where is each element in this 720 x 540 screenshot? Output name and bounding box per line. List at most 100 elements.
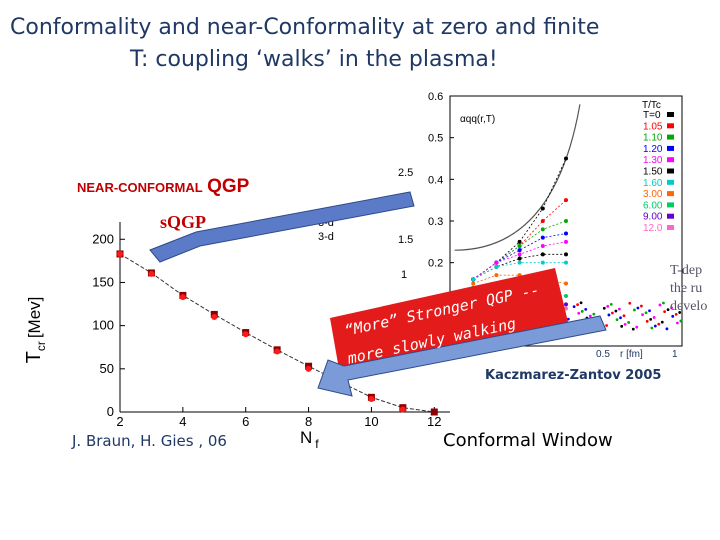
speckle-point [662,301,665,305]
legend-label: 1.10 [643,133,663,144]
speckle-point [572,305,576,309]
speckle-point [576,303,579,307]
right-y-tick-label: 0.4 [428,174,443,186]
legend-label: 1.05 [643,121,663,132]
speckle-point [606,304,610,308]
speckle-point [663,310,666,314]
speckle-point [645,319,649,323]
arrows [149,191,607,397]
fragment-1: 1 [401,269,407,281]
fragment-1-5: 1.5 [398,234,413,246]
right-plot-function: αqq(r,T) [460,114,495,125]
speckle-point [666,308,670,312]
left-x-tick-label: 12 [427,414,441,429]
right-series-point [564,302,568,307]
legend-swatch [667,225,674,230]
left-point-square [430,408,438,416]
right-series-point [471,277,476,282]
near-conformal-label: NEAR-CONFORMAL QGP [77,176,249,198]
right-text-line-2: the ru [670,281,703,297]
right-series-point [540,235,545,240]
right-series-point [517,239,522,244]
right-series-point [540,206,545,211]
speckle-point [614,309,618,313]
arrow-to-conformal-window [317,315,607,397]
right-series-point [471,281,476,286]
left-point-circle [117,250,123,257]
speckle-point [650,326,654,330]
speckle-point [627,321,631,324]
speckle-point [652,316,656,319]
right-text-line-3: develo [670,299,708,315]
speckle-point [631,327,635,331]
right-series-point [564,306,568,311]
right-series-point [564,260,568,265]
right-series-point [564,252,568,257]
left-y-tick-label: 0 [107,404,114,419]
speckle-point [577,311,581,315]
speckle-point [648,309,651,313]
left-y-ticks: 0 50 100 150 200 [92,231,125,419]
right-series-point [564,198,568,203]
slide-title: Conformality and near-Conformality at ze… [0,12,660,76]
left-x-tick-label: 4 [179,414,186,429]
right-series-point [517,256,522,261]
legend-swatch [667,112,674,117]
left-point-circle [179,294,186,301]
speckle-point [636,306,640,310]
left-x-tick-label: 2 [116,414,123,429]
right-y-tick-label: 0.2 [428,258,443,270]
left-x-tick-label: 10 [364,414,378,429]
speckle-point [660,320,664,324]
right-series-point [494,264,499,269]
speckle-point [628,301,632,305]
right-series-point [564,239,568,244]
left-x-tick-label: 6 [242,414,249,429]
left-y-tick-label: 200 [92,231,114,246]
right-series-point [540,260,545,265]
legend-label: 1.50 [643,167,663,178]
left-point-circle [211,314,218,320]
caption-conformal-window: Conformal Window [443,430,613,451]
left-point-circle [242,331,249,338]
right-series-point [540,244,545,248]
speckle-point [607,313,611,317]
right-side-text: T-dep the ru develo [670,262,707,317]
right-series-point [517,252,522,257]
legend-header: T/Tc [642,100,661,111]
speckle-point [649,317,653,321]
left-point-circle [148,270,155,277]
legend-swatch [667,202,674,208]
speckle-point [657,322,661,326]
speckle-point [640,304,643,308]
legend-swatch [667,134,674,140]
speckle-point [671,314,675,318]
legend-swatch [667,179,674,185]
speckle-point [644,311,648,315]
speckle-point [617,307,621,311]
speckle-point [609,302,613,306]
legend-label: 1.30 [643,155,663,166]
right-series-point [494,260,499,265]
speckle-point [588,314,592,318]
speckle-point [592,312,596,316]
legend-swatch [667,191,674,197]
right-legend: T=01.051.101.201.301.501.603.006.009.001… [643,110,674,234]
right-series-point [564,294,568,298]
right-series-point [564,281,568,286]
speckle-point [670,306,673,310]
right-series-point [517,260,522,265]
right-x-tick-1: 1 [672,349,678,360]
right-y-tick-label: 0.3 [428,216,443,228]
legend-swatch [667,123,674,129]
right-series-point [494,273,499,278]
right-x-label: r [fm] [620,349,643,360]
left-x-ticks: 2 4 6 8 10 12 [116,407,442,429]
legend-label: 9.00 [643,212,663,223]
arrow-to-sqgp [149,191,415,263]
left-y-tick-label: 50 [100,361,114,376]
right-series-point [517,244,522,248]
right-text-line-1: T-dep [670,263,703,278]
